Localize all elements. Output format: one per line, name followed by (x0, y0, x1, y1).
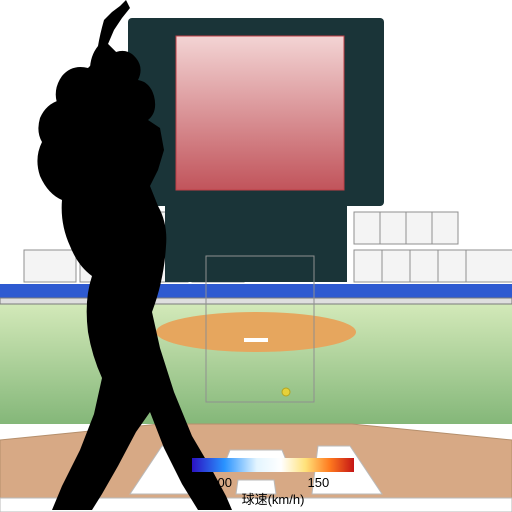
stands-box (406, 212, 432, 244)
stands-box (432, 212, 458, 244)
stands-box (354, 212, 380, 244)
outfield-wall (0, 284, 512, 298)
infield-dirt-ellipse (156, 312, 356, 352)
pitch-marker (282, 388, 290, 396)
speed-tick-label: 150 (308, 475, 330, 490)
stands-box (466, 250, 512, 282)
scoreboard-pillar (165, 204, 347, 282)
speed-tick-label: 100 (210, 475, 232, 490)
stands-box (24, 250, 76, 282)
speed-colorbar (192, 458, 354, 472)
pitch-location-chart: 100 150球速(km/h) (0, 0, 512, 512)
stands-box (380, 212, 406, 244)
speed-axis-title: 球速(km/h) (242, 492, 305, 507)
pitching-rubber (244, 338, 268, 342)
scoreboard-screen (176, 36, 344, 190)
wall-rail (0, 298, 512, 304)
